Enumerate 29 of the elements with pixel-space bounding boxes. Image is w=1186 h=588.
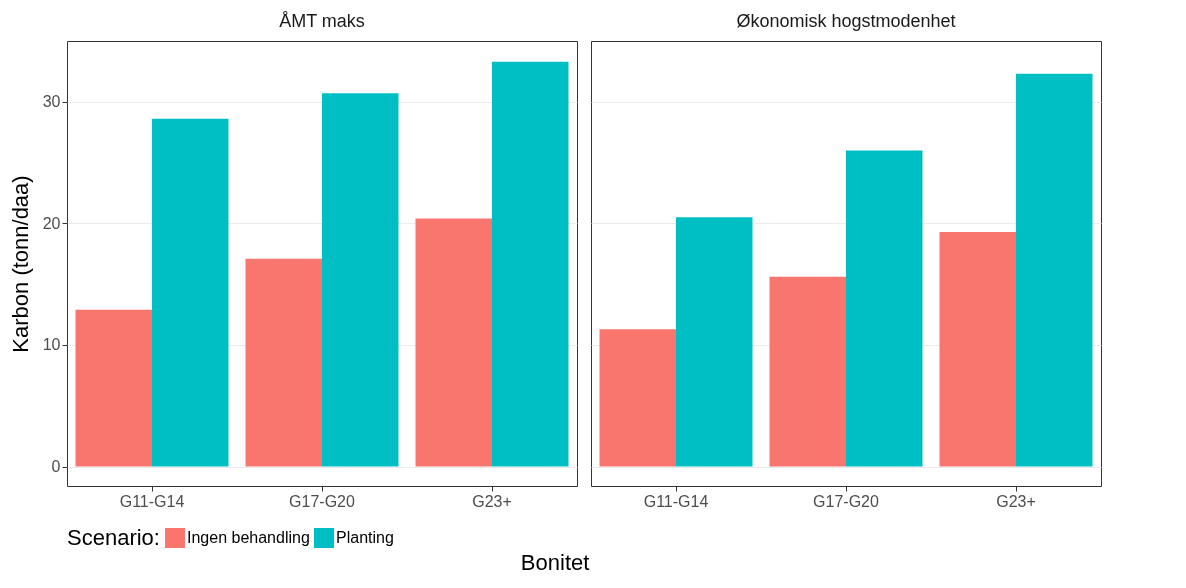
bar xyxy=(415,218,492,467)
chart-title: Økonomisk hogstmodenhet xyxy=(736,11,956,31)
legend-label: Planting xyxy=(336,529,394,546)
bar xyxy=(492,61,569,467)
bar xyxy=(846,150,923,467)
chart-title: ÅMT maks xyxy=(279,11,365,31)
legend-title: Scenario: xyxy=(67,525,160,550)
x-tick-label: G17-G20 xyxy=(813,492,880,510)
bar xyxy=(245,258,322,467)
y-axis-title: Karbon (tonn/daa) xyxy=(7,175,33,353)
bar xyxy=(152,118,229,467)
x-tick-label: G11-G14 xyxy=(119,492,185,510)
bar xyxy=(769,276,846,467)
y-tick-label: 0 xyxy=(51,458,61,476)
x-tick-label: G23+ xyxy=(472,492,512,510)
x-axis-title: Bonitet xyxy=(520,550,590,575)
bar xyxy=(75,309,152,467)
bar xyxy=(676,217,753,467)
x-tick-label: G23+ xyxy=(996,492,1036,510)
bar xyxy=(322,93,399,467)
x-tick-label: G11-G14 xyxy=(643,492,709,510)
bar xyxy=(599,329,676,467)
bar xyxy=(1016,73,1093,467)
y-tick-label: 20 xyxy=(42,214,61,232)
bar xyxy=(939,231,1016,467)
y-tick-label: 30 xyxy=(42,93,61,111)
y-tick-label: 10 xyxy=(42,336,61,354)
x-tick-label: G17-G20 xyxy=(289,492,356,510)
legend-label: Ingen behandling xyxy=(187,529,310,546)
